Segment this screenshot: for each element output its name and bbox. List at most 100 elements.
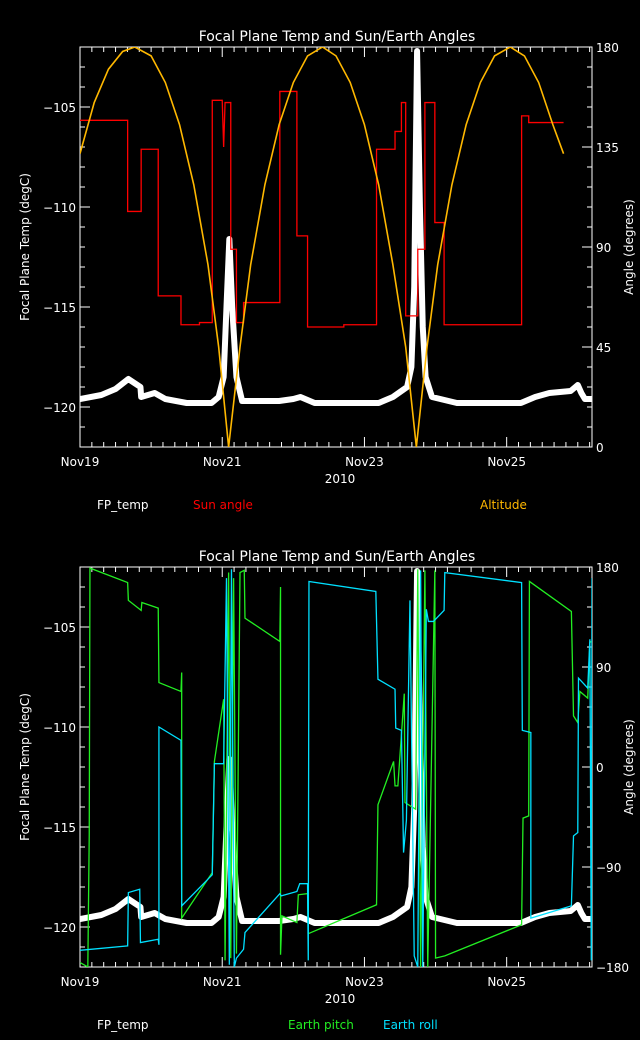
fp-temp-point — [209, 920, 215, 926]
fp-temp-point — [417, 211, 423, 217]
fp-temp-point — [412, 242, 418, 248]
fp-temp-point — [578, 910, 584, 916]
fp-temp-point — [418, 257, 424, 263]
fp-temp-point — [511, 920, 517, 926]
fp-temp-point — [230, 317, 236, 323]
fp-temp-point — [585, 396, 591, 402]
fp-temp-point — [411, 297, 417, 303]
fp-temp-point — [412, 748, 418, 754]
fp-temp-point — [133, 901, 139, 907]
y-tick-label-right: 135 — [596, 141, 619, 155]
fp-temp-point — [236, 906, 242, 912]
fp-temp-point — [418, 244, 424, 250]
fp-temp-point — [138, 909, 144, 915]
fp-temp-point — [225, 277, 231, 283]
fp-temp-point — [223, 317, 229, 323]
fp-temp-point — [103, 390, 109, 396]
fp-temp-point — [411, 824, 417, 830]
fp-temp-point — [542, 391, 548, 397]
fp-temp-point — [223, 310, 229, 316]
fp-temp-point — [448, 919, 454, 924]
fp-temp-point — [312, 400, 318, 406]
fp-temp-point — [270, 918, 276, 924]
fp-temp-point — [412, 228, 418, 234]
fp-temp-point — [307, 398, 313, 404]
fp-temp-point — [411, 263, 417, 269]
fp-temp-point — [411, 804, 417, 810]
fp-temp-point — [499, 920, 505, 926]
fp-temp-point — [251, 398, 257, 404]
fp-temp-point — [258, 398, 264, 404]
fp-temp-point — [419, 277, 425, 283]
fp-temp-point — [418, 764, 424, 770]
fp-temp-point — [409, 864, 415, 870]
fp-temp-point — [419, 291, 425, 297]
y-tick-label-right: −180 — [596, 961, 629, 975]
fp-temp-point — [412, 707, 418, 713]
fp-temp-point — [435, 396, 441, 401]
fp-temp-point — [173, 918, 179, 924]
fp-temp-point — [236, 386, 242, 392]
series-fp-temp — [80, 568, 592, 926]
fp-temp-point — [178, 919, 184, 925]
fp-temp-point — [410, 331, 416, 337]
y-tick-label-left: −120 — [43, 921, 76, 935]
fp-temp-point — [98, 912, 104, 918]
fp-temp-point — [537, 393, 543, 399]
fp-temp-point — [419, 284, 425, 290]
fp-temp-point — [415, 109, 421, 115]
fp-temp-point — [235, 900, 241, 906]
fp-temp-point — [412, 201, 418, 207]
fp-temp-point — [344, 920, 350, 926]
fp-temp-point — [460, 920, 466, 926]
fp-temp-point — [410, 311, 416, 317]
fp-temp-point — [221, 355, 227, 361]
fp-temp-point — [412, 769, 418, 775]
x-axis-label: 2010 — [325, 992, 356, 1006]
fp-temp-point — [108, 388, 114, 394]
fp-temp-point — [245, 398, 251, 404]
fp-temp-point — [412, 721, 418, 727]
plot-frame — [79, 46, 593, 448]
fp-temp-point — [409, 344, 415, 350]
fp-temp-point — [552, 910, 558, 915]
fp-temp-point — [82, 915, 88, 921]
fp-temp-point — [229, 297, 235, 303]
fp-temp-point — [184, 920, 190, 926]
fp-temp-point — [416, 143, 422, 149]
fp-temp-point — [410, 317, 416, 323]
fp-temp-point — [417, 224, 423, 230]
chart-bottom: Focal Plane Temp and Sun/Earth Angles 20… — [18, 549, 636, 1032]
fp-temp-point — [417, 217, 423, 223]
fp-temp-point — [239, 918, 245, 924]
fp-temp-point — [411, 304, 417, 310]
fp-temp-point — [217, 907, 223, 913]
fp-temp-point — [297, 394, 303, 400]
fp-temp-point — [228, 270, 234, 276]
fp-temp-point — [486, 920, 492, 926]
fp-temp-point — [575, 382, 581, 388]
fp-temp-point — [356, 400, 362, 406]
fp-temp-point — [415, 82, 421, 88]
fp-temp-point — [147, 391, 153, 397]
fp-temp-point — [190, 400, 196, 406]
fp-temp-point — [415, 95, 421, 101]
fp-temp-point — [302, 916, 308, 922]
fp-temp-point — [226, 236, 232, 242]
fp-temp-point — [376, 920, 382, 926]
fp-temp-point — [577, 386, 583, 392]
fp-temp-point — [418, 271, 424, 277]
fp-temp-point — [412, 235, 418, 241]
fp-temp-point — [404, 384, 410, 390]
fp-temp-point — [582, 396, 588, 402]
fp-temp-point — [414, 48, 420, 54]
fp-temp-point — [290, 916, 296, 922]
fp-temp-point — [350, 920, 356, 926]
fp-temp-point — [224, 290, 230, 296]
fp-temp-point — [577, 906, 583, 912]
fp-temp-point — [407, 891, 413, 897]
fp-temp-point — [229, 290, 235, 296]
y-tick-label-left: −115 — [43, 301, 76, 315]
fp-temp-point — [429, 394, 435, 400]
